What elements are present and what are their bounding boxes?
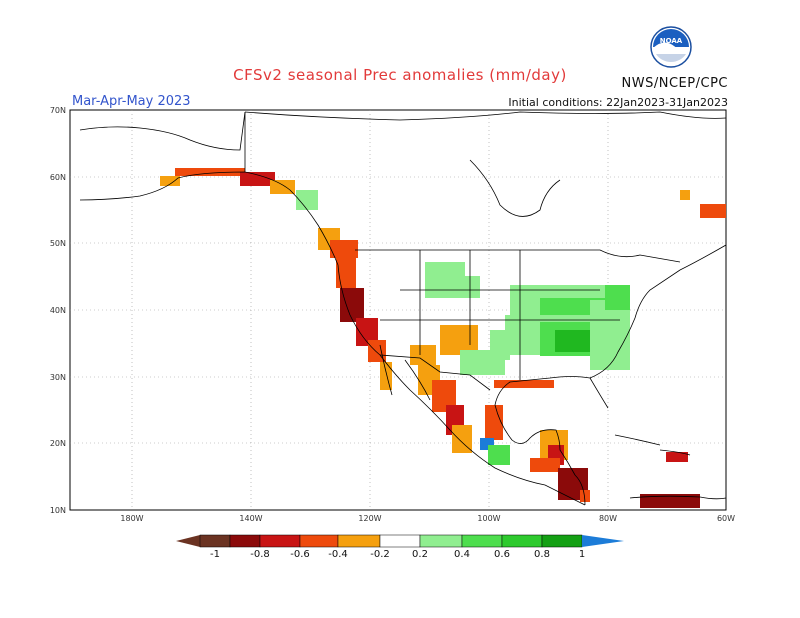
anomaly-region-quebec [680, 190, 690, 200]
logo-text: NOAA [660, 37, 683, 45]
lat-label-20n: 20N [50, 439, 66, 448]
lon-label-120w: 120W [358, 514, 381, 523]
colorbar-label: 0.4 [454, 549, 470, 560]
colorbar: -1 -0.8 -0.6 -0.4 -0.2 0.2 0.4 0.6 0.8 1 [176, 534, 624, 560]
credit-label: NWS/NCEP/CPC [621, 76, 728, 91]
anomaly-region-dakotas [425, 276, 480, 298]
colorbar-swatch [419, 534, 463, 548]
lat-label-50n: 50N [50, 239, 66, 248]
colorbar-swatch [199, 534, 231, 548]
anomaly-region-jalisco [452, 425, 472, 453]
colorbar-label: 0.8 [534, 549, 550, 560]
anomaly-region-northeast [605, 285, 630, 310]
colorbar-label: -0.4 [328, 549, 348, 560]
lon-label-140w: 140W [239, 514, 262, 523]
anomaly-region-alaska [175, 168, 245, 176]
colorbar-swatch [461, 534, 503, 548]
anomaly-region-ca-north [340, 288, 364, 322]
anomaly-region-wa [330, 240, 358, 258]
lon-label-180w: 180W [120, 514, 143, 523]
anomaly-region-appalachia [590, 300, 630, 370]
anomaly-region-baja [380, 362, 392, 390]
season-label: Mar-Apr-May 2023 [72, 94, 191, 109]
anomaly-region-tennessee-core [555, 330, 593, 352]
lon-label-100w: 100W [477, 514, 500, 523]
initial-conditions-label: Initial conditions: 22Jan2023-31Jan2023 [508, 96, 728, 109]
anomaly-region-nicaragua [580, 490, 590, 502]
anomaly-region-bc-north [270, 180, 295, 194]
anomaly-region-or [336, 258, 356, 288]
anomaly-shading [160, 168, 726, 508]
colorbar-label: 1 [579, 549, 585, 560]
anomaly-region-hispaniola [666, 452, 688, 462]
anomaly-region-yukon [240, 172, 275, 186]
anomaly-region-gulf-coast [494, 380, 554, 388]
lon-labels: 180W 140W 120W 100W 80W 60W [120, 514, 735, 523]
colorbar-swatch [337, 534, 381, 548]
colorbar-swatch [541, 534, 583, 548]
anomaly-region-labrador [700, 204, 726, 218]
colorbar-swatch [501, 534, 543, 548]
anomaly-region-venezuela [640, 494, 700, 508]
anomaly-region-northern-plains [425, 262, 465, 276]
anomaly-region-alaska-pen [160, 176, 180, 186]
colorbar-label: -1 [210, 549, 220, 560]
lat-label-70n: 70N [50, 106, 66, 115]
colorbar-left-arrow [176, 535, 200, 547]
lat-label-60n: 60N [50, 173, 66, 182]
borders [244, 112, 681, 391]
anomaly-region-az [410, 345, 436, 365]
lat-label-30n: 30N [50, 373, 66, 382]
lon-label-60w: 60W [717, 514, 735, 523]
coastlines [79, 111, 727, 506]
anomaly-region-guatemala [530, 458, 560, 472]
colorbar-swatch [379, 534, 421, 548]
anomaly-region-tamaulipas [485, 405, 503, 440]
colorbar-right-arrow [582, 535, 624, 547]
lat-labels: 70N 60N 50N 40N 30N 20N 10N [50, 106, 66, 515]
lon-label-80w: 80W [599, 514, 617, 523]
anomaly-region-texas [460, 350, 505, 375]
colorbar-label: -0.8 [250, 549, 270, 560]
colorbar-label: -0.2 [370, 549, 390, 560]
noaa-logo-icon: NOAA [650, 26, 692, 68]
colorbar-swatch [229, 534, 261, 548]
anomaly-region-ca-south [356, 318, 378, 346]
colorbar-label: 0.6 [494, 549, 510, 560]
colorbar-label: 0.2 [412, 549, 428, 560]
colorbar-swatch [259, 534, 301, 548]
anomaly-region-bc-wet [296, 190, 318, 210]
colorbar-label: -0.6 [290, 549, 310, 560]
lat-label-40n: 40N [50, 306, 66, 315]
lat-label-10n: 10N [50, 506, 66, 515]
anomaly-region-veracruz [488, 445, 510, 465]
map-title: CFSv2 seasonal Prec anomalies (mm/day) [233, 66, 567, 84]
colorbar-swatch [299, 534, 339, 548]
